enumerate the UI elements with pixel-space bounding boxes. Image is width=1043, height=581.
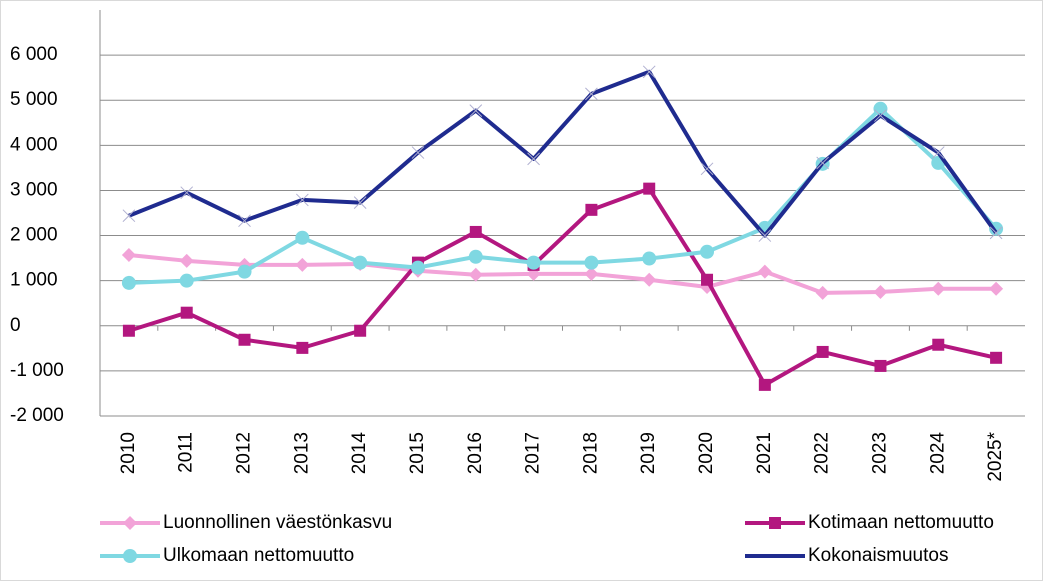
marker [642, 65, 656, 79]
marker [354, 324, 367, 337]
x-tick-label: 2012 [234, 432, 255, 474]
marker [642, 272, 657, 287]
marker [585, 87, 598, 101]
legend-label: Luonnollinen väestönkasvu [163, 512, 392, 533]
marker [700, 244, 715, 259]
y-tick-label: 1 000 [10, 270, 58, 291]
x-tick-label: 2010 [118, 432, 139, 474]
x-tick-label: 2020 [696, 432, 717, 474]
marker [410, 260, 425, 275]
x-tick-label: 2011 [176, 432, 197, 473]
marker [874, 359, 887, 372]
y-tick-label: -1 000 [10, 360, 64, 381]
marker [180, 186, 194, 200]
legend-label: Ulkomaan nettomuutto [163, 545, 354, 566]
series-line [128, 69, 998, 238]
x-tick-label: 2017 [523, 432, 544, 474]
marker [295, 193, 309, 207]
x-tick-label: 2024 [927, 432, 948, 475]
marker [874, 109, 887, 122]
marker [468, 249, 483, 264]
marker [642, 251, 657, 266]
series-line [128, 252, 997, 295]
marker [701, 273, 714, 286]
x-tick-label: 2025* [985, 431, 1006, 481]
marker [238, 333, 251, 346]
marker [989, 226, 1003, 240]
legend-marker [123, 549, 137, 563]
marker [584, 266, 599, 281]
legend-label: Kokonaismuutos [808, 545, 948, 566]
marker [757, 264, 772, 279]
x-tick-label: 2014 [349, 432, 370, 475]
marker [295, 230, 310, 245]
marker [873, 284, 888, 299]
series-line [128, 106, 998, 285]
marker [932, 338, 945, 351]
x-tick-label: 2023 [869, 432, 890, 474]
marker [584, 255, 599, 270]
marker [295, 257, 310, 272]
marker [179, 273, 194, 288]
marker [122, 209, 136, 223]
marker [816, 345, 829, 358]
marker [122, 324, 135, 337]
y-tick-label: 4 000 [10, 134, 58, 155]
marker [121, 275, 136, 290]
marker [758, 229, 772, 242]
marker [238, 214, 251, 228]
marker [179, 253, 194, 268]
marker [931, 281, 946, 296]
y-tick-label: -2 000 [10, 405, 64, 426]
marker [411, 146, 425, 159]
y-tick-label: 0 [10, 315, 21, 336]
marker [353, 196, 367, 209]
legend-marker [123, 516, 137, 530]
x-tick-label: 2021 [754, 432, 775, 474]
marker [989, 281, 1004, 296]
marker [121, 247, 136, 262]
marker [469, 225, 482, 238]
y-tick-label: 3 000 [10, 179, 58, 200]
marker [990, 351, 1003, 364]
y-tick-label: 6 000 [10, 44, 58, 65]
marker [643, 182, 656, 195]
x-tick-label: 2016 [465, 432, 486, 474]
marker [469, 104, 483, 117]
legend-label: Kotimaan nettomuutto [808, 512, 994, 533]
marker [468, 267, 483, 282]
marker [180, 306, 193, 319]
y-tick-label: 2 000 [10, 225, 58, 246]
marker [758, 378, 771, 391]
marker [815, 285, 830, 300]
marker [931, 146, 945, 159]
marker [526, 255, 541, 270]
x-tick-label: 2013 [291, 432, 312, 474]
x-tick-label: 2018 [580, 432, 601, 474]
x-tick-label: 2019 [638, 432, 659, 474]
marker [296, 341, 309, 354]
y-tick-label: 5 000 [10, 89, 58, 110]
x-tick-label: 2022 [812, 432, 833, 474]
marker [237, 264, 252, 279]
x-tick-label: 2015 [407, 432, 428, 474]
marker [353, 255, 368, 270]
marker [700, 162, 714, 176]
marker [527, 152, 540, 166]
marker [816, 156, 830, 170]
legend-marker [769, 517, 781, 529]
series-line [128, 186, 997, 387]
marker [585, 203, 598, 216]
